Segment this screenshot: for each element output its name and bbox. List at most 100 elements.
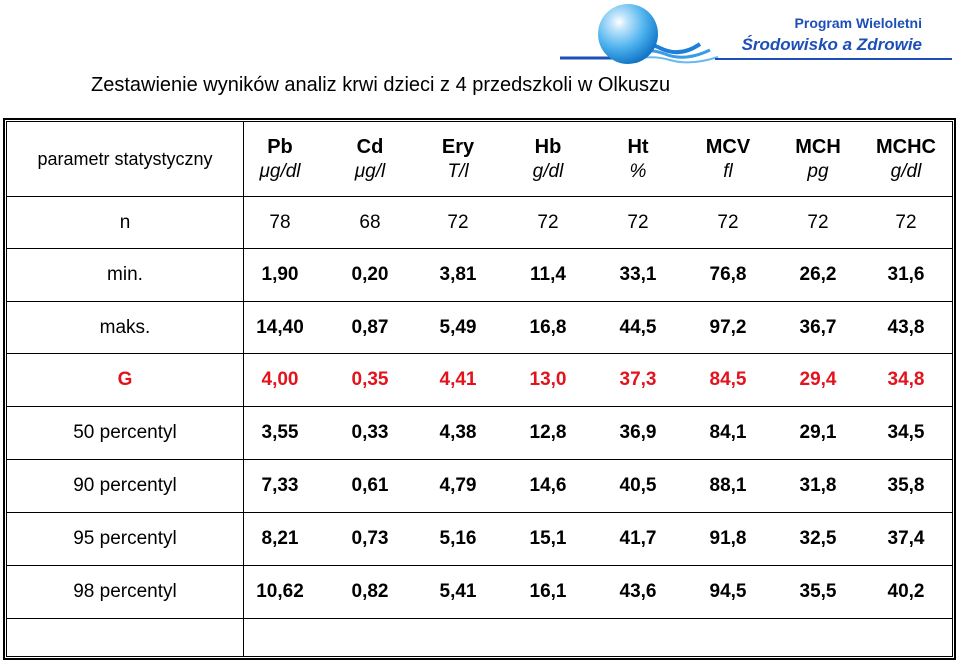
- column-divider: [243, 122, 244, 656]
- row-divider: [7, 196, 952, 197]
- value-cell: 26,2: [774, 249, 862, 301]
- cell-value: 34,5: [887, 422, 925, 443]
- row-divider: [7, 565, 952, 566]
- column-name: Pb: [267, 136, 293, 158]
- column-unit: μg/l: [354, 161, 386, 182]
- row-label-cell: n: [7, 197, 243, 248]
- cell-value: 31,8: [799, 475, 837, 496]
- value-cell: 35,8: [862, 460, 950, 512]
- value-cell: 11,4: [504, 249, 592, 301]
- row-label-cell: maks.: [7, 302, 243, 353]
- value-cell: 78: [236, 197, 324, 248]
- cell-value: 4,38: [439, 422, 477, 443]
- value-cell: 7,33: [236, 460, 324, 512]
- row-label-cell: 95 percentyl: [7, 513, 243, 565]
- cell-value: 33,1: [619, 264, 657, 285]
- row-label: G: [117, 369, 133, 390]
- value-cell: 31,6: [862, 249, 950, 301]
- cell-value: 5,49: [439, 316, 477, 338]
- row-label: 95 percentyl: [73, 528, 177, 549]
- value-cell: 43,6: [594, 566, 682, 618]
- value-cell: 0,87: [326, 302, 414, 353]
- row-divider: [7, 406, 952, 407]
- row-label-cell: 90 percentyl: [7, 460, 243, 512]
- column-name: MCV: [705, 136, 751, 158]
- cell-value: 37,4: [887, 528, 925, 549]
- column-name: MCH: [795, 136, 841, 158]
- value-cell: 40,2: [862, 566, 950, 618]
- column-header-cd: Cd μg/l: [326, 122, 414, 196]
- column-unit: pg: [807, 161, 829, 182]
- value-cell: 32,5: [774, 513, 862, 565]
- cell-value: 97,2: [709, 316, 747, 338]
- row-label: maks.: [99, 316, 151, 338]
- value-cell: 5,16: [414, 513, 502, 565]
- column-unit: μg/dl: [259, 161, 301, 182]
- cell-value: 3,55: [261, 422, 299, 443]
- cell-value: 72: [627, 211, 649, 233]
- cell-value: 40,2: [887, 581, 925, 602]
- column-unit: %: [629, 161, 647, 182]
- cell-value: 0,73: [351, 528, 389, 549]
- cell-value: 4,00: [261, 369, 299, 390]
- value-cell: 12,8: [504, 407, 592, 459]
- cell-value: 76,8: [709, 264, 747, 285]
- cell-value: 8,21: [261, 528, 299, 549]
- value-cell: 8,21: [236, 513, 324, 565]
- row-divider: [7, 618, 952, 619]
- value-cell: 72: [862, 197, 950, 248]
- cell-value: 31,6: [887, 264, 925, 285]
- cell-value: 72: [717, 211, 739, 233]
- cell-value: 36,7: [799, 316, 837, 338]
- row-label: 90 percentyl: [73, 475, 177, 496]
- program-name-line2: Środowisko a Zdrowie: [741, 35, 922, 54]
- value-cell: 4,38: [414, 407, 502, 459]
- cell-value: 34,8: [887, 369, 925, 390]
- row-divider: [7, 248, 952, 249]
- value-cell: 72: [414, 197, 502, 248]
- value-cell: 34,5: [862, 407, 950, 459]
- column-name: MCHC: [876, 136, 936, 158]
- cell-value: 0,20: [351, 264, 389, 285]
- cell-value: 1,90: [261, 264, 299, 285]
- cell-value: 12,8: [529, 422, 567, 443]
- value-cell: 97,2: [684, 302, 772, 353]
- cell-value: 43,6: [619, 581, 657, 602]
- program-logo: Program Wieloletni Środowisko a Zdrowie: [560, 0, 960, 68]
- value-cell: 94,5: [684, 566, 772, 618]
- value-cell: 37,4: [862, 513, 950, 565]
- column-header-hb: Hb g/dl: [504, 122, 592, 196]
- value-cell: 10,62: [236, 566, 324, 618]
- column-unit: g/dl: [890, 161, 922, 182]
- cell-value: 14,6: [529, 475, 567, 496]
- value-cell: 29,1: [774, 407, 862, 459]
- value-cell: 0,35: [326, 354, 414, 406]
- value-cell: 4,79: [414, 460, 502, 512]
- value-cell: 14,6: [504, 460, 592, 512]
- cell-value: 14,40: [256, 316, 304, 338]
- row-divider: [7, 512, 952, 513]
- cell-value: 72: [537, 211, 559, 233]
- globe-icon: [598, 4, 658, 64]
- row-divider: [7, 459, 952, 460]
- table-header-row: parametr statystyczny Pb μg/dl Cd μg/l Ery T/…: [7, 122, 952, 196]
- value-cell: 3,81: [414, 249, 502, 301]
- cell-value: 0,61: [351, 475, 389, 496]
- value-cell: 0,20: [326, 249, 414, 301]
- value-cell: 5,49: [414, 302, 502, 353]
- program-name-line1: Program Wieloletni: [794, 15, 922, 31]
- cell-value: 5,16: [439, 528, 477, 549]
- cell-value: 16,1: [529, 581, 567, 602]
- row-label: 98 percentyl: [73, 581, 177, 602]
- column-unit: fl: [723, 161, 733, 182]
- cell-value: 84,1: [709, 422, 747, 443]
- cell-value: 88,1: [709, 475, 747, 496]
- value-cell: 29,4: [774, 354, 862, 406]
- value-cell: 0,73: [326, 513, 414, 565]
- row-divider: [7, 301, 952, 302]
- value-cell: 16,8: [504, 302, 592, 353]
- table-row: n 78 68 72 72 72 72 72 72: [7, 197, 952, 248]
- param-header: parametr statystyczny: [37, 148, 213, 169]
- column-unit: T/l: [447, 161, 469, 182]
- column-header-mchc: MCHC g/dl: [862, 122, 950, 196]
